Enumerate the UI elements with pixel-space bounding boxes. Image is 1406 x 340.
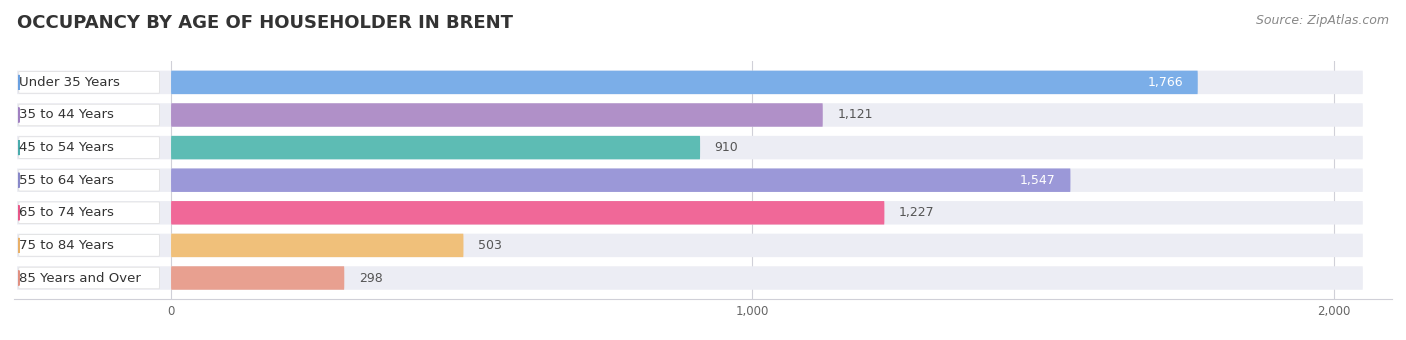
FancyBboxPatch shape (17, 201, 1362, 224)
Text: Source: ZipAtlas.com: Source: ZipAtlas.com (1256, 14, 1389, 27)
FancyBboxPatch shape (17, 136, 1362, 159)
FancyBboxPatch shape (17, 234, 1362, 257)
Text: 55 to 64 Years: 55 to 64 Years (20, 174, 114, 187)
FancyBboxPatch shape (172, 71, 1198, 94)
Text: 65 to 74 Years: 65 to 74 Years (20, 206, 114, 219)
Text: 35 to 44 Years: 35 to 44 Years (20, 108, 114, 121)
Text: 1,547: 1,547 (1021, 174, 1056, 187)
FancyBboxPatch shape (18, 169, 159, 191)
FancyBboxPatch shape (172, 234, 464, 257)
Text: 1,121: 1,121 (838, 108, 873, 121)
Text: 45 to 54 Years: 45 to 54 Years (20, 141, 114, 154)
FancyBboxPatch shape (18, 137, 159, 158)
FancyBboxPatch shape (17, 266, 1362, 290)
Text: 85 Years and Over: 85 Years and Over (20, 272, 141, 285)
FancyBboxPatch shape (17, 103, 1362, 127)
FancyBboxPatch shape (172, 266, 344, 290)
Text: OCCUPANCY BY AGE OF HOUSEHOLDER IN BRENT: OCCUPANCY BY AGE OF HOUSEHOLDER IN BRENT (17, 14, 513, 32)
FancyBboxPatch shape (18, 104, 159, 126)
FancyBboxPatch shape (172, 201, 884, 224)
FancyBboxPatch shape (18, 235, 159, 256)
FancyBboxPatch shape (17, 168, 1362, 192)
Text: 298: 298 (359, 272, 382, 285)
FancyBboxPatch shape (18, 267, 159, 289)
FancyBboxPatch shape (18, 202, 159, 224)
FancyBboxPatch shape (172, 168, 1070, 192)
Text: 75 to 84 Years: 75 to 84 Years (20, 239, 114, 252)
FancyBboxPatch shape (172, 136, 700, 159)
Text: 910: 910 (714, 141, 738, 154)
Text: 1,766: 1,766 (1147, 76, 1184, 89)
Text: 1,227: 1,227 (898, 206, 935, 219)
FancyBboxPatch shape (18, 72, 159, 93)
Text: 503: 503 (478, 239, 502, 252)
Text: Under 35 Years: Under 35 Years (20, 76, 120, 89)
FancyBboxPatch shape (172, 103, 823, 127)
FancyBboxPatch shape (17, 71, 1362, 94)
